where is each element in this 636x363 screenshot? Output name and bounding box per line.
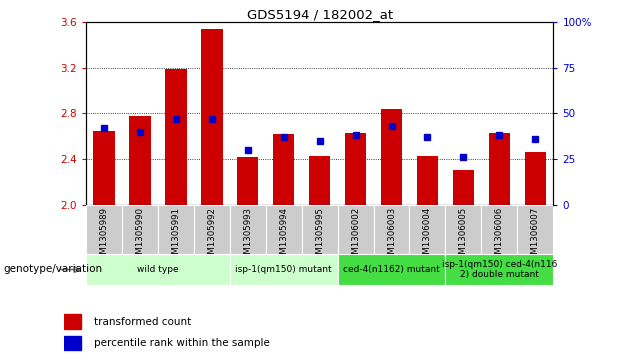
Bar <box>64 336 81 350</box>
Bar <box>201 29 223 205</box>
Bar <box>122 205 158 254</box>
Bar <box>86 205 122 254</box>
Bar <box>525 152 546 205</box>
Bar <box>266 205 301 254</box>
Bar <box>445 254 553 285</box>
Bar <box>301 205 338 254</box>
Bar <box>345 133 366 205</box>
Text: GSM1306005: GSM1306005 <box>459 207 468 265</box>
Bar <box>481 205 517 254</box>
Bar <box>230 254 338 285</box>
Text: ced-4(n1162) mutant: ced-4(n1162) mutant <box>343 265 440 274</box>
Bar <box>194 205 230 254</box>
Text: percentile rank within the sample: percentile rank within the sample <box>94 338 270 348</box>
Bar <box>410 205 445 254</box>
Text: isp-1(qm150) ced-4(n116
2) double mutant: isp-1(qm150) ced-4(n116 2) double mutant <box>441 260 557 279</box>
Bar <box>237 157 258 205</box>
Text: isp-1(qm150) mutant: isp-1(qm150) mutant <box>235 265 332 274</box>
Title: GDS5194 / 182002_at: GDS5194 / 182002_at <box>247 8 392 21</box>
Bar <box>129 116 151 205</box>
Bar <box>273 134 294 205</box>
Bar <box>445 205 481 254</box>
Bar <box>488 133 510 205</box>
Bar <box>309 156 330 205</box>
Bar <box>338 205 373 254</box>
Text: GSM1306006: GSM1306006 <box>495 207 504 265</box>
Text: GSM1305995: GSM1305995 <box>315 207 324 265</box>
Bar <box>165 69 186 205</box>
Text: GSM1306003: GSM1306003 <box>387 207 396 265</box>
Bar <box>158 205 194 254</box>
Bar <box>373 205 410 254</box>
Text: transformed count: transformed count <box>94 317 191 327</box>
Text: GSM1305991: GSM1305991 <box>171 207 180 265</box>
Bar <box>93 131 114 205</box>
Text: GSM1306007: GSM1306007 <box>531 207 540 265</box>
Bar <box>453 170 474 205</box>
Bar <box>381 109 403 205</box>
Bar <box>338 254 445 285</box>
Bar <box>86 254 230 285</box>
Text: wild type: wild type <box>137 265 179 274</box>
Text: GSM1305992: GSM1305992 <box>207 207 216 265</box>
Text: GSM1305994: GSM1305994 <box>279 207 288 265</box>
Text: GSM1305993: GSM1305993 <box>243 207 252 265</box>
Bar <box>517 205 553 254</box>
Text: GSM1305989: GSM1305989 <box>99 207 108 265</box>
Bar <box>417 156 438 205</box>
Text: genotype/variation: genotype/variation <box>3 264 102 274</box>
Bar <box>64 314 81 329</box>
Text: GSM1305990: GSM1305990 <box>135 207 144 265</box>
Text: GSM1306004: GSM1306004 <box>423 207 432 265</box>
Text: GSM1306002: GSM1306002 <box>351 207 360 265</box>
Bar <box>230 205 266 254</box>
